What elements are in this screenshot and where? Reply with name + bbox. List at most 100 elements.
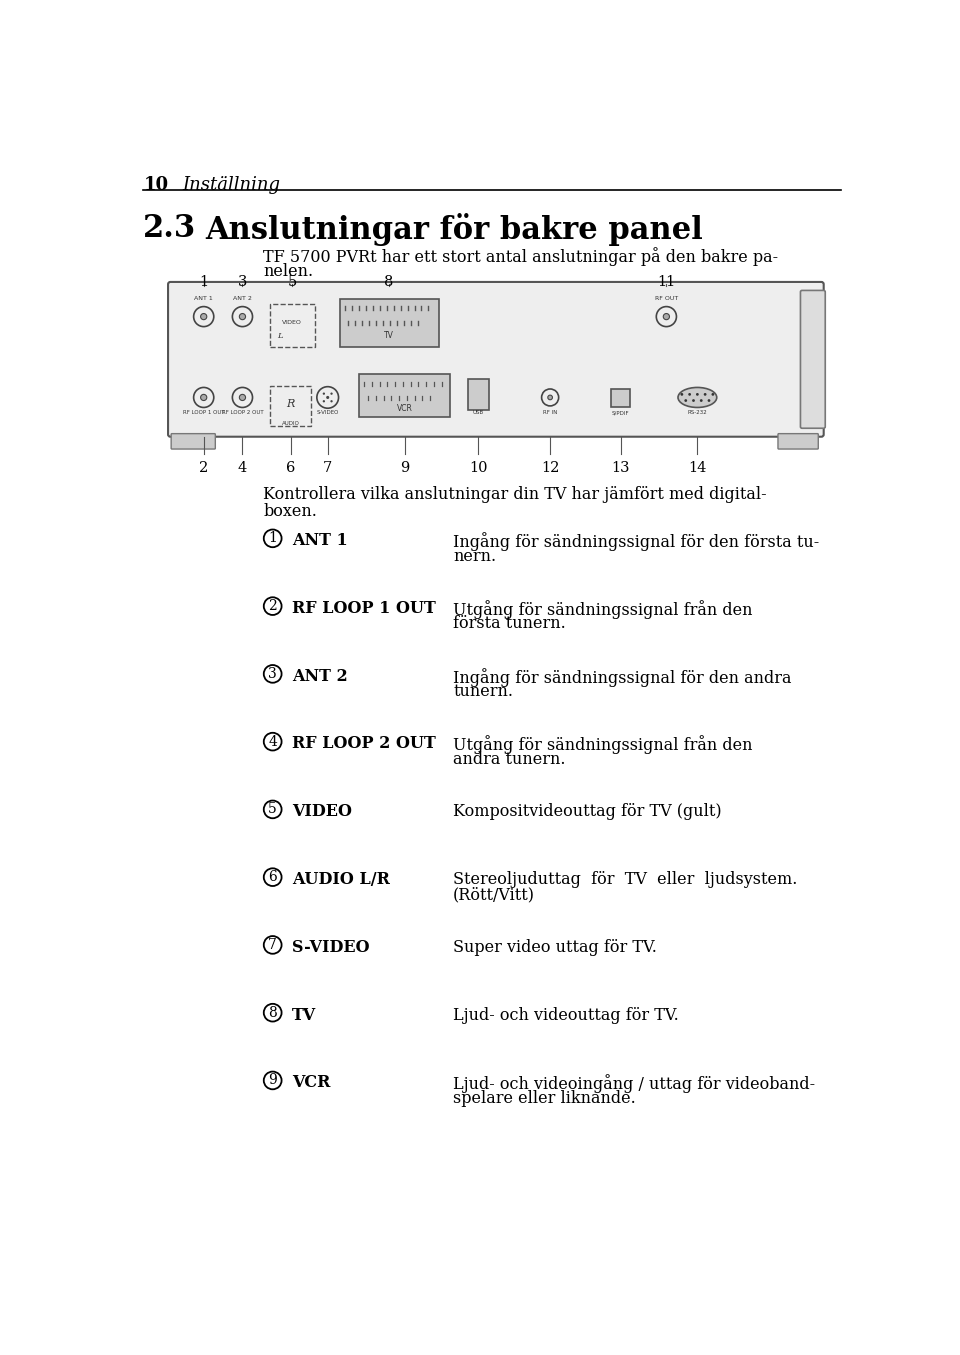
Text: Ljud- och videoingång / uttag för videoband-: Ljud- och videoingång / uttag för videob… [453, 1075, 815, 1093]
Circle shape [692, 400, 695, 402]
Text: 6: 6 [268, 870, 277, 885]
Circle shape [239, 313, 246, 320]
Text: USB: USB [473, 411, 484, 416]
Circle shape [696, 393, 699, 396]
Text: 11: 11 [658, 275, 676, 289]
Text: andra tunern.: andra tunern. [453, 751, 565, 768]
Text: Super video uttag för TV.: Super video uttag för TV. [453, 939, 658, 955]
Text: 5: 5 [287, 275, 297, 289]
FancyBboxPatch shape [612, 389, 630, 408]
Text: ANT 1: ANT 1 [194, 295, 213, 301]
Text: 10: 10 [468, 461, 488, 476]
Text: VCR: VCR [396, 404, 413, 413]
Text: 8: 8 [268, 1005, 277, 1020]
Text: TV: TV [292, 1007, 316, 1023]
FancyBboxPatch shape [801, 290, 826, 428]
Text: ANT 1: ANT 1 [292, 533, 348, 549]
Text: TV: TV [384, 331, 395, 340]
Circle shape [688, 393, 691, 396]
Text: S/PDIF: S/PDIF [612, 411, 630, 416]
Text: AUDIO L/R: AUDIO L/R [292, 871, 390, 888]
Text: 2: 2 [268, 599, 277, 612]
Text: 3: 3 [268, 667, 277, 680]
FancyBboxPatch shape [340, 299, 439, 347]
Text: 13: 13 [612, 461, 630, 476]
Text: S-VIDEO: S-VIDEO [317, 411, 339, 416]
Text: 8: 8 [384, 275, 394, 289]
Circle shape [323, 393, 325, 394]
Circle shape [663, 313, 669, 320]
Text: 4: 4 [268, 734, 277, 749]
Text: Ingång för sändningssignal för den andra: Ingång för sändningssignal för den andra [453, 668, 792, 687]
Circle shape [681, 393, 684, 396]
Text: nern.: nern. [453, 547, 496, 565]
Text: Ingång för sändningssignal för den första tu-: Ingång för sändningssignal för den först… [453, 533, 820, 551]
Text: första tunern.: första tunern. [453, 615, 566, 633]
Circle shape [711, 393, 714, 396]
Text: 12: 12 [540, 461, 560, 476]
Text: (Rött/Vitt): (Rött/Vitt) [453, 886, 536, 904]
Circle shape [239, 394, 246, 401]
Text: 14: 14 [688, 461, 707, 476]
Text: AUDIO: AUDIO [281, 421, 300, 427]
FancyBboxPatch shape [171, 434, 215, 449]
Text: tunern.: tunern. [453, 683, 514, 701]
Text: 2: 2 [199, 461, 208, 476]
Circle shape [330, 400, 333, 402]
Circle shape [326, 396, 329, 398]
FancyBboxPatch shape [468, 379, 489, 409]
Text: RF IN: RF IN [543, 411, 558, 416]
Text: VIDEO: VIDEO [282, 320, 302, 325]
Text: RF LOOP 2 OUT: RF LOOP 2 OUT [292, 736, 436, 752]
Text: spelare eller liknande.: spelare eller liknande. [453, 1089, 636, 1107]
Text: 1: 1 [199, 275, 208, 289]
Text: Stereoljuduttag  för  TV  eller  ljudsystem.: Stereoljuduttag för TV eller ljudsystem. [453, 871, 798, 888]
Circle shape [323, 400, 325, 402]
Text: VIDEO: VIDEO [292, 804, 352, 820]
Text: 9: 9 [400, 461, 410, 476]
Circle shape [548, 396, 552, 400]
Text: 2.3: 2.3 [143, 213, 197, 244]
FancyBboxPatch shape [270, 386, 311, 425]
Circle shape [700, 400, 703, 402]
Text: Kompositvideouttag för TV (gult): Kompositvideouttag för TV (gult) [453, 804, 722, 820]
Text: RS-232: RS-232 [687, 411, 708, 416]
Text: Inställning: Inställning [182, 176, 280, 195]
Text: Utgång för sändningssignal från den: Utgång för sändningssignal från den [453, 736, 753, 755]
Text: RF OUT: RF OUT [655, 295, 678, 301]
Circle shape [330, 393, 333, 394]
Text: R: R [286, 398, 295, 409]
Text: Anslutningar för bakre panel: Anslutningar för bakre panel [205, 213, 703, 245]
Text: RF LOOP 2 OUT: RF LOOP 2 OUT [222, 411, 263, 416]
Circle shape [704, 393, 707, 396]
Text: Kontrollera vilka anslutningar din TV har jämfört med digital-: Kontrollera vilka anslutningar din TV ha… [263, 486, 767, 503]
Text: 3: 3 [238, 275, 247, 289]
Text: 7: 7 [268, 938, 277, 953]
Text: RF LOOP 1 OUT: RF LOOP 1 OUT [292, 600, 436, 617]
Text: L: L [277, 332, 283, 340]
Circle shape [201, 394, 206, 401]
Text: TF 5700 PVRt har ett stort antal anslutningar på den bakre pa-: TF 5700 PVRt har ett stort antal anslutn… [263, 248, 779, 266]
FancyBboxPatch shape [270, 305, 315, 347]
Text: Utgång för sändningssignal från den: Utgång för sändningssignal från den [453, 600, 753, 619]
Text: S-VIDEO: S-VIDEO [292, 939, 370, 955]
Text: 10: 10 [143, 176, 168, 195]
Text: 7: 7 [324, 461, 332, 476]
Text: VCR: VCR [292, 1075, 330, 1091]
Text: 1: 1 [268, 531, 277, 545]
Ellipse shape [678, 388, 717, 408]
Text: 6: 6 [286, 461, 295, 476]
Text: RF LOOP 1 OUT: RF LOOP 1 OUT [183, 411, 225, 416]
Text: 4: 4 [238, 461, 247, 476]
FancyBboxPatch shape [359, 374, 450, 417]
Circle shape [201, 313, 206, 320]
Circle shape [708, 400, 710, 402]
FancyBboxPatch shape [778, 434, 818, 449]
Circle shape [684, 400, 687, 402]
Text: ANT 2: ANT 2 [233, 295, 252, 301]
FancyBboxPatch shape [168, 282, 824, 436]
Text: boxen.: boxen. [263, 503, 317, 520]
Text: Ljud- och videouttag för TV.: Ljud- och videouttag för TV. [453, 1007, 679, 1023]
Text: 9: 9 [268, 1073, 277, 1088]
Text: nelen.: nelen. [263, 263, 314, 279]
